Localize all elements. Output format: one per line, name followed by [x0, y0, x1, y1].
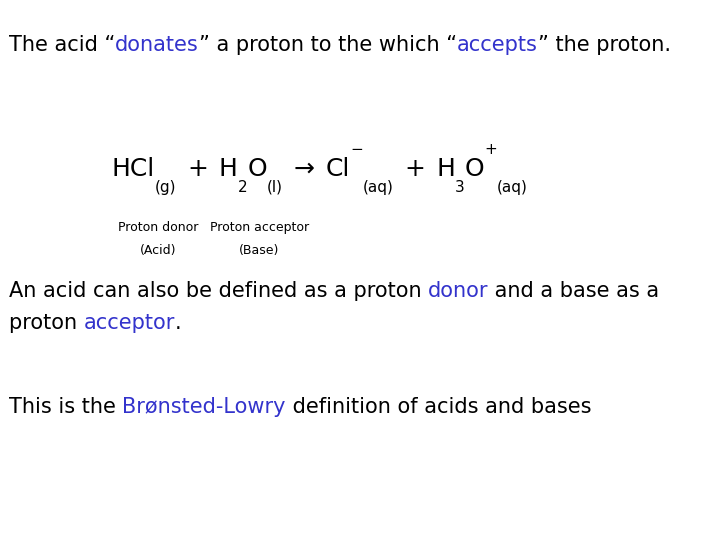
Text: O: O	[248, 157, 267, 180]
Text: (aq): (aq)	[497, 180, 528, 195]
Text: acceptor: acceptor	[84, 313, 175, 333]
Text: −: −	[350, 142, 363, 157]
Text: +: +	[187, 157, 208, 180]
Text: accepts: accepts	[457, 35, 538, 55]
Text: donates: donates	[115, 35, 199, 55]
Text: 3: 3	[455, 180, 464, 195]
Text: An acid can also be defined as a proton: An acid can also be defined as a proton	[9, 281, 428, 301]
Text: Brønsted-Lowry: Brønsted-Lowry	[122, 397, 286, 417]
Text: This is the: This is the	[9, 397, 122, 417]
Text: O: O	[464, 157, 485, 180]
Text: proton: proton	[9, 313, 84, 333]
Text: ” a proton to the which “: ” a proton to the which “	[199, 35, 457, 55]
Text: +: +	[485, 142, 497, 157]
Text: definition of acids and bases: definition of acids and bases	[286, 397, 591, 417]
Text: Proton acceptor: Proton acceptor	[210, 221, 309, 234]
Text: (aq): (aq)	[363, 180, 394, 195]
Text: (g): (g)	[155, 180, 176, 195]
Text: The acid “: The acid “	[9, 35, 115, 55]
Text: and a base as a: and a base as a	[488, 281, 660, 301]
Text: .: .	[175, 313, 181, 333]
Text: (l): (l)	[267, 180, 283, 195]
Text: Proton donor: Proton donor	[118, 221, 199, 234]
Text: HCl: HCl	[112, 157, 155, 180]
Text: Cl: Cl	[325, 157, 350, 180]
Text: H: H	[436, 157, 455, 180]
Text: ” the proton.: ” the proton.	[538, 35, 671, 55]
Text: (Acid): (Acid)	[140, 244, 176, 257]
Text: +: +	[405, 157, 426, 180]
Text: donor: donor	[428, 281, 488, 301]
Text: (Base): (Base)	[239, 244, 279, 257]
Text: 2: 2	[238, 180, 248, 195]
Text: H: H	[219, 157, 238, 180]
Text: →: →	[294, 157, 315, 180]
